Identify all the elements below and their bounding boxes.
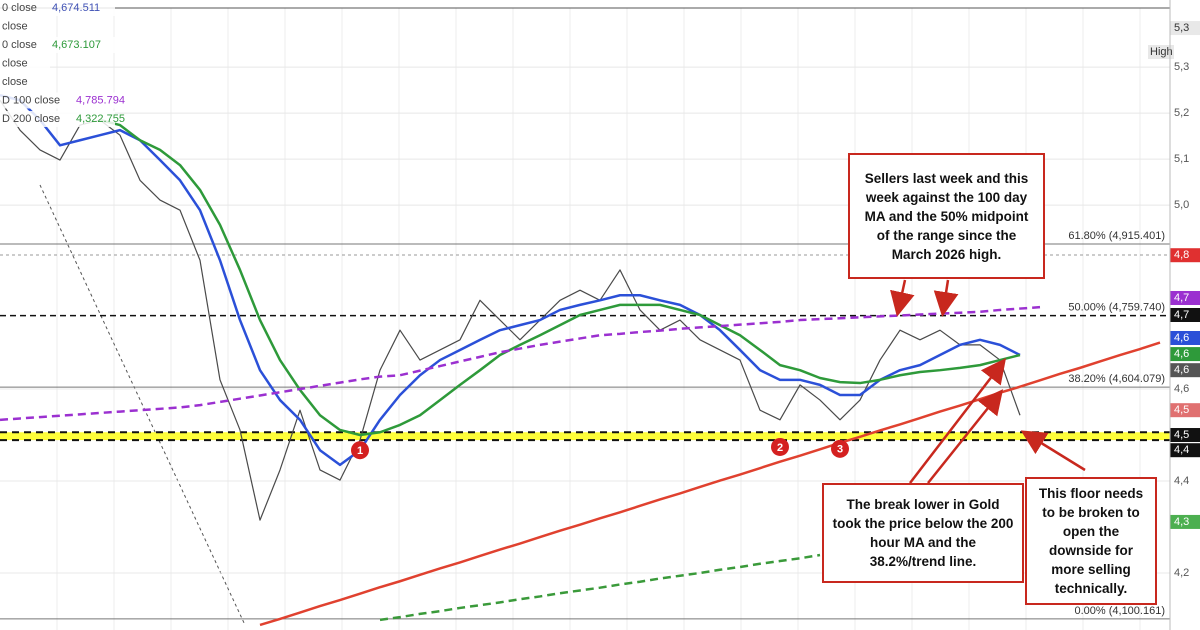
legend-bg [0,111,115,127]
arrow [890,279,915,317]
price-tag [1170,428,1200,443]
legend-label: D 100 close [2,94,60,106]
price-tag-label: 4,6 [1174,332,1189,344]
callout: Sellers last week and this week against … [848,153,1045,279]
series-line [0,93,1021,467]
legend-readout: 4,673.107 [52,39,101,51]
price-tag-label: 4,4 [1174,444,1189,456]
legend-readout: 4,322.755 [76,113,125,125]
diagonal-guide [39,184,246,626]
legend-label: close [2,57,28,69]
y-tick-label: 5,2 [1174,107,1189,119]
fib-label: 50.00% (4,759.740) [1068,301,1165,313]
price-tag [1170,290,1200,305]
high-label: High [1150,46,1173,58]
price-tag-label: 4,6 [1174,348,1189,360]
series-line [0,305,1041,422]
arrow [909,358,1007,484]
callout: The break lower in Gold took the price b… [822,483,1024,583]
touch-marker [351,441,369,460]
price-tag [1170,347,1200,362]
marker-label: 1 [357,445,363,457]
marker-label: 3 [837,444,843,456]
arrow [1020,430,1086,472]
legend-bg [0,55,50,72]
fib-label: 38.20% (4,604.079) [1068,373,1165,385]
legend-bg [0,0,115,16]
legend-bg [0,92,115,109]
series-line [259,341,1161,627]
arrow [927,389,1004,484]
price-tag-label: 4,3 [1174,516,1189,528]
series-line [0,99,1021,521]
touch-marker [831,439,849,458]
price-tag [1170,363,1200,378]
high-box [1148,45,1174,59]
legend-label: close [2,76,28,88]
touch-marker [771,437,789,456]
top-tag [1170,21,1200,36]
arrow [933,279,959,317]
price-tag-label: 4,7 [1174,292,1189,304]
legend-bg [0,37,115,53]
series-line [379,553,821,622]
legend-bg [0,18,50,35]
price-tag-label: 4,6 [1174,364,1189,376]
y-tick-label: 4,6 [1174,383,1189,395]
fib-label: 61.80% (4,915.401) [1068,230,1165,242]
price-tag [1170,308,1200,322]
series-line [99,118,1021,437]
price-tag [1170,514,1200,529]
y-tick-label: 4,4 [1174,475,1189,487]
y-tick-label: 5,0 [1174,199,1189,211]
price-tag [1170,248,1200,263]
fib-label: 0.00% (4,100.161) [1074,605,1165,617]
y-tick-label: 5,1 [1174,153,1189,165]
y-tick-label: 4,2 [1174,567,1189,579]
legend-label: 0 close [2,39,37,51]
legend-label: 0 close [2,2,37,14]
support-band [0,432,1170,441]
legend-label: D 200 close [2,113,60,125]
price-tag-label: 4,5 [1174,404,1189,416]
price-tag-label: 4,8 [1174,249,1189,261]
callout: This floor needs to be broken to open th… [1025,477,1157,605]
price-tag [1170,403,1200,418]
price-tag-label: 4,7 [1174,309,1189,321]
top-tag-label: 5,3 [1174,22,1189,34]
price-tag [1170,443,1200,458]
legend-label: close [2,20,28,32]
price-tag-label: 4,5 [1174,429,1189,441]
price-tag [1170,330,1200,345]
y-tick-label: 5,3 [1174,61,1189,73]
marker-label: 2 [777,442,783,454]
legend-readout: 4,674.511 [52,2,100,14]
legend-bg [0,74,50,90]
legend-readout: 4,785.794 [76,94,125,106]
